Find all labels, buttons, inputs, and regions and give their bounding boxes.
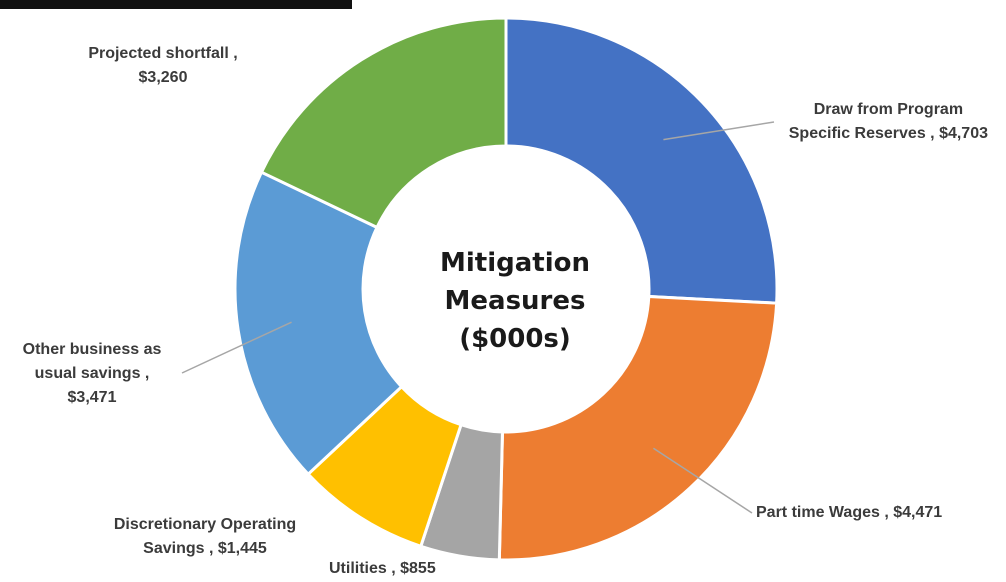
center-title-line-3: ($000s) xyxy=(459,324,571,354)
slice-draw-from-reserves xyxy=(504,16,779,305)
center-title-line-2: Measures xyxy=(444,286,586,316)
data-label-discretionary: Discretionary Operating Savings , $1,445 xyxy=(113,516,297,557)
top-black-bar xyxy=(0,0,352,9)
data-label-utilities: Utilities , $855 xyxy=(329,560,436,577)
data-label-part-time-wages: Part time Wages , $4,471 xyxy=(756,504,943,521)
leader-line-part-time-wages xyxy=(653,447,753,514)
leader-line-draw-from-reserves xyxy=(663,121,775,141)
chart-center-title: Mitigation Measures ($000s) xyxy=(410,244,620,358)
leader-lines-group xyxy=(181,121,775,514)
data-label-projected-shortfall: Projected shortfall , $3,260 xyxy=(88,45,238,86)
center-title-line-1: Mitigation xyxy=(440,248,590,278)
leader-line-other-business xyxy=(181,321,292,374)
slice-part-time-wages xyxy=(497,294,779,562)
slices-group xyxy=(233,16,779,562)
slice-shortfall xyxy=(259,16,508,230)
data-label-draw-from-reserves: Draw from Program Specific Reserves , $4… xyxy=(788,101,988,142)
data-label-other-business: Other business as usual savings , $3,471 xyxy=(22,341,162,406)
slice-other-business xyxy=(233,170,404,477)
